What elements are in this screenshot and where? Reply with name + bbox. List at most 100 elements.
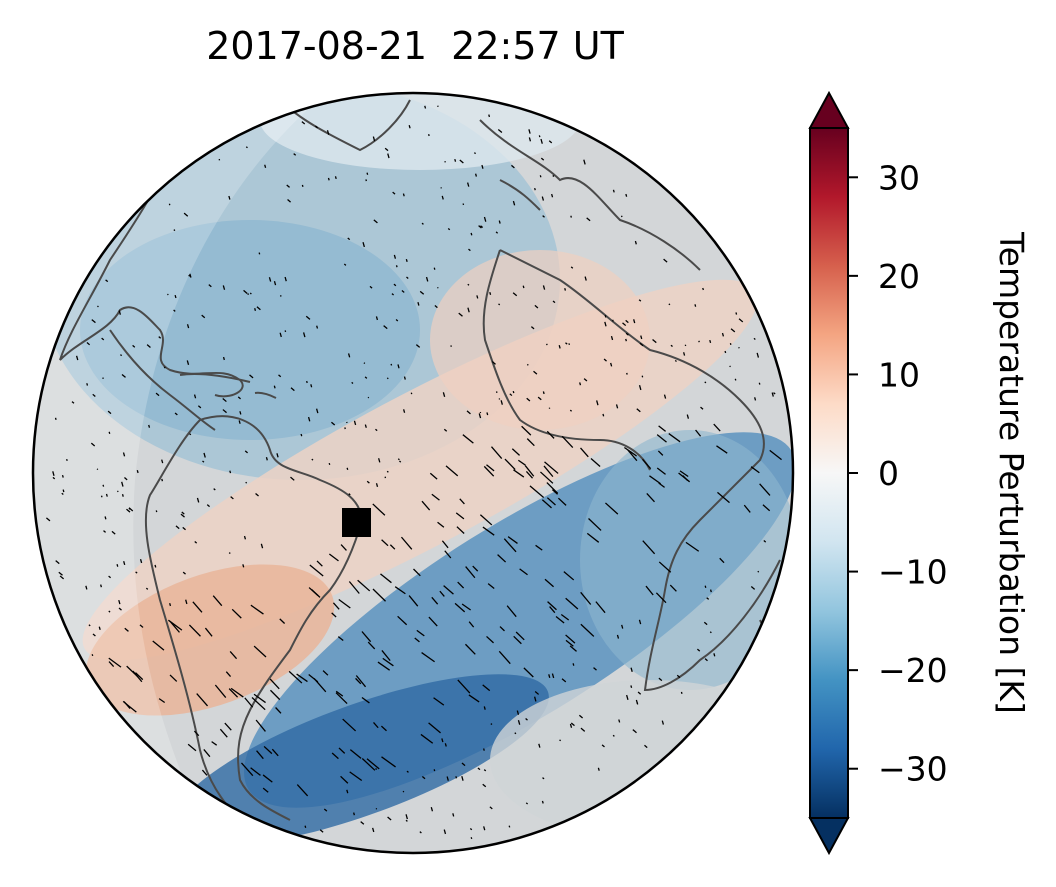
wind-vector bbox=[145, 587, 149, 590]
wind-vector bbox=[461, 762, 466, 767]
coastline-south-america bbox=[144, 415, 364, 831]
wind-vector bbox=[645, 585, 654, 596]
wind-vector bbox=[464, 643, 476, 655]
wind-vectors bbox=[45, 105, 782, 840]
wind-vector bbox=[243, 535, 247, 540]
wind-vector bbox=[96, 468, 99, 471]
wind-vector bbox=[456, 526, 465, 534]
wind-vector bbox=[188, 624, 201, 637]
wind-vector bbox=[393, 283, 397, 287]
wind-vector bbox=[633, 319, 636, 324]
wind-vector bbox=[546, 482, 559, 494]
wind-vector bbox=[229, 470, 232, 474]
wind-vector bbox=[256, 750, 264, 760]
wind-vector bbox=[163, 366, 166, 369]
wind-vector bbox=[542, 285, 546, 290]
wind-vector bbox=[108, 610, 111, 613]
wind-vector bbox=[255, 719, 266, 732]
wind-vector bbox=[730, 328, 736, 333]
wind-vector bbox=[618, 719, 621, 723]
wind-vector bbox=[504, 458, 516, 471]
wind-vector bbox=[196, 497, 200, 503]
wind-vector bbox=[445, 465, 459, 477]
wind-vector bbox=[340, 544, 347, 551]
warm-region-africa bbox=[430, 250, 650, 430]
wind-vector bbox=[452, 813, 455, 817]
wind-vector bbox=[228, 195, 231, 200]
wind-vector bbox=[314, 125, 319, 129]
wind-vector bbox=[603, 358, 607, 362]
wind-vector bbox=[323, 808, 328, 812]
wind-vector bbox=[175, 525, 180, 530]
wind-vector bbox=[635, 699, 639, 704]
wind-vector bbox=[595, 601, 606, 614]
wind-vector bbox=[632, 729, 637, 734]
wind-vector bbox=[569, 409, 573, 412]
wind-vector bbox=[583, 159, 586, 165]
wind-vector bbox=[116, 564, 119, 567]
cold-core-south bbox=[171, 674, 549, 846]
wind-vector bbox=[443, 829, 447, 835]
wind-vector bbox=[528, 129, 531, 134]
colorbar-tick-label: 0 bbox=[878, 454, 899, 493]
wind-vector bbox=[627, 449, 638, 462]
wind-vector bbox=[703, 621, 708, 626]
wind-vector bbox=[331, 421, 336, 426]
wind-vector bbox=[367, 641, 376, 650]
wind-vector bbox=[100, 584, 103, 588]
wind-vector bbox=[569, 645, 577, 652]
wind-vector bbox=[353, 420, 357, 426]
wind-vector bbox=[253, 693, 266, 704]
wind-vector bbox=[71, 401, 75, 404]
wind-vector bbox=[98, 626, 101, 631]
wind-vector bbox=[229, 651, 238, 660]
wind-vector bbox=[52, 471, 55, 477]
wind-vector bbox=[389, 544, 396, 550]
wind-vector bbox=[512, 292, 518, 297]
wind-vector bbox=[104, 516, 107, 520]
wind-vector bbox=[424, 105, 427, 109]
wind-vector bbox=[455, 512, 465, 520]
wind-vector bbox=[525, 717, 528, 721]
wind-vector bbox=[146, 344, 151, 348]
wind-vector bbox=[442, 392, 446, 397]
wind-vector bbox=[331, 612, 337, 618]
wind-vector bbox=[639, 342, 644, 347]
wind-vector bbox=[483, 769, 487, 772]
wind-vector bbox=[97, 305, 99, 308]
wind-vector bbox=[524, 465, 535, 477]
wind-vector bbox=[245, 481, 248, 484]
wind-vector bbox=[597, 767, 600, 771]
wind-vector bbox=[604, 321, 607, 327]
wind-vector bbox=[167, 293, 169, 296]
wind-vector bbox=[450, 345, 453, 347]
wind-vector bbox=[686, 414, 690, 419]
wind-vector bbox=[254, 308, 257, 311]
wind-vector bbox=[288, 670, 303, 684]
colorbar-tick-label: 20 bbox=[878, 257, 920, 296]
wind-vector bbox=[251, 696, 266, 711]
wind-vector bbox=[498, 303, 501, 306]
wind-vector bbox=[372, 827, 375, 833]
wind-vector bbox=[638, 299, 642, 302]
wind-vector bbox=[626, 694, 629, 700]
wind-vector bbox=[231, 608, 242, 619]
wind-vector bbox=[335, 692, 348, 705]
wind-vector bbox=[441, 738, 444, 743]
wind-vector bbox=[355, 677, 362, 685]
wind-vector bbox=[443, 585, 454, 595]
wind-vector bbox=[373, 721, 379, 729]
wind-vector bbox=[526, 397, 531, 402]
wind-vector bbox=[421, 222, 424, 225]
wind-vector bbox=[542, 777, 545, 780]
wind-vector bbox=[302, 332, 306, 338]
wind-vector bbox=[123, 561, 126, 566]
wind-vector bbox=[375, 316, 379, 321]
wind-vector bbox=[565, 639, 574, 647]
wind-vector bbox=[735, 312, 738, 315]
wind-vector bbox=[482, 684, 491, 692]
wind-vector bbox=[395, 265, 398, 268]
wind-vector bbox=[55, 560, 60, 565]
wind-vector bbox=[683, 352, 686, 356]
